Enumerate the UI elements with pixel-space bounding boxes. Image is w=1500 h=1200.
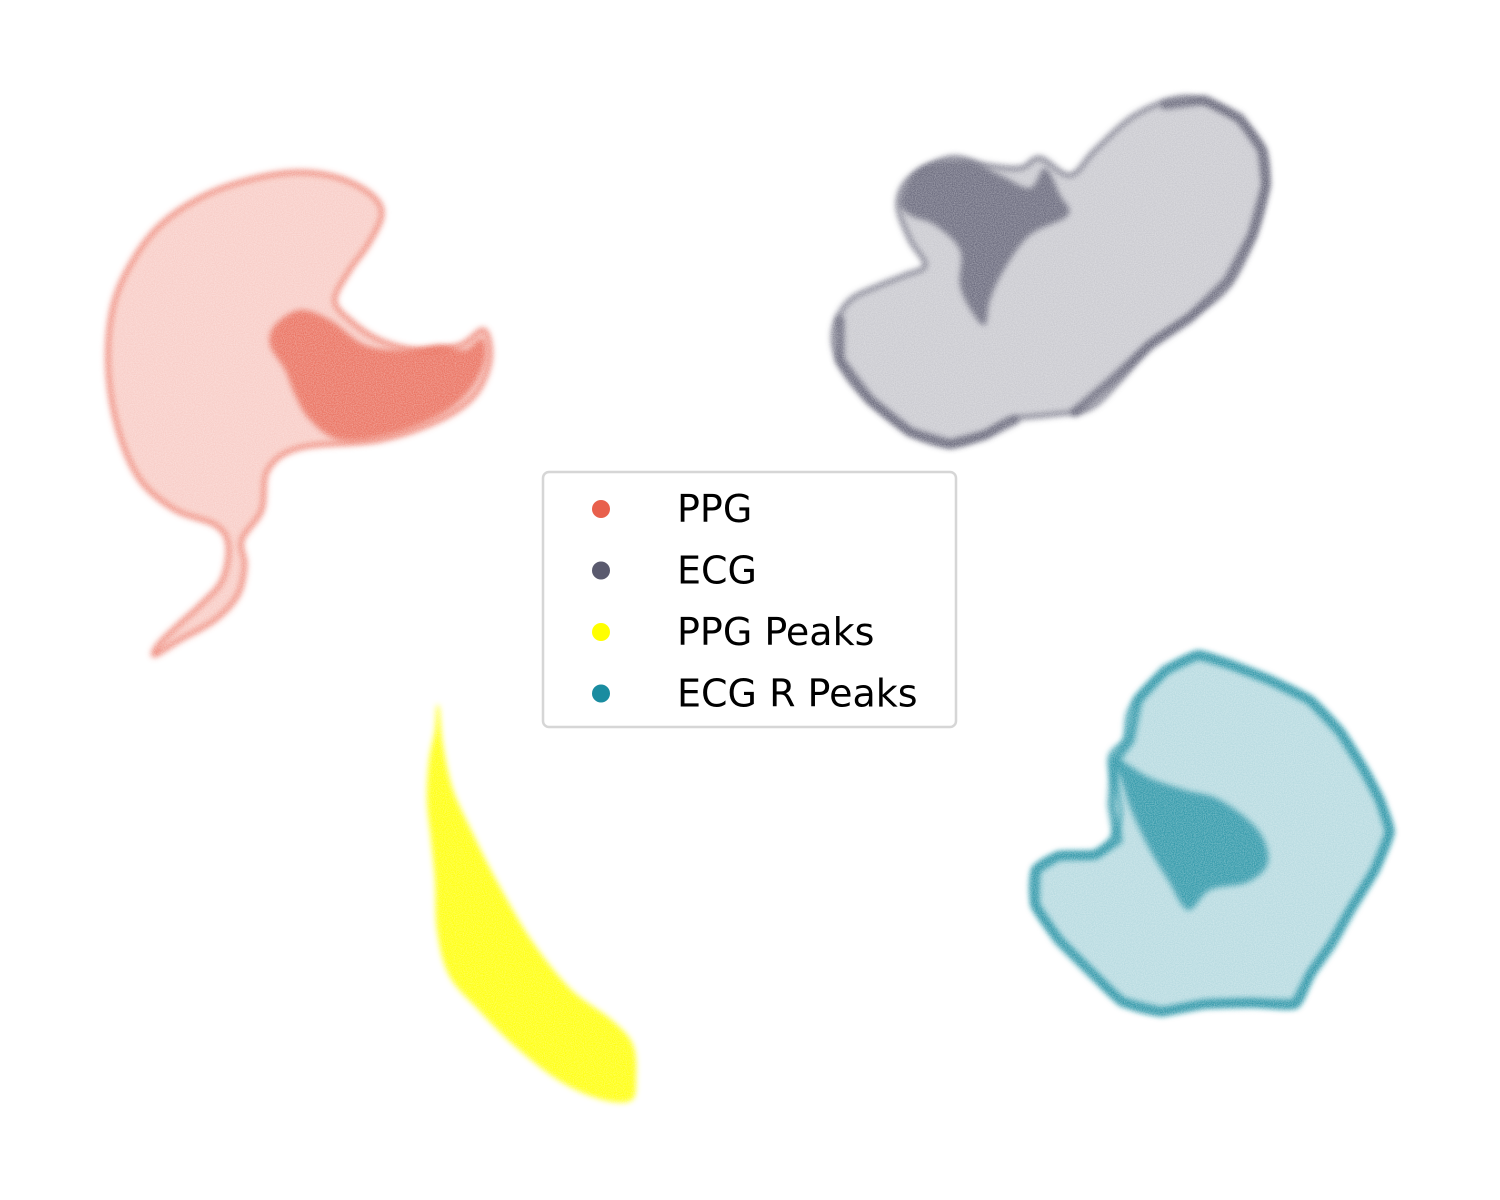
legend-label-ecg: ECG [677, 549, 757, 593]
legend-item-ppg-peaks: PPG Peaks [592, 610, 874, 654]
legend-item-ecg-r-peaks: ECG R Peaks [592, 672, 918, 716]
legend-label-ecg-r-peaks: ECG R Peaks [677, 672, 918, 716]
legend-item-ppg: PPG [592, 487, 752, 531]
legend: PPG ECG PPG Peaks ECG R Peaks [541, 470, 958, 729]
legend-marker-ecg [592, 561, 610, 580]
legend-label-ppg-peaks: PPG Peaks [677, 610, 874, 654]
legend-marker-ppg [592, 500, 610, 518]
legend-label-ppg: PPG [677, 487, 752, 531]
legend-item-ecg: ECG [592, 549, 757, 593]
legend-marker-ppg-peaks [592, 623, 610, 641]
legend-marker-ecg-r-peaks [592, 684, 610, 703]
legend-frame [541, 470, 958, 729]
